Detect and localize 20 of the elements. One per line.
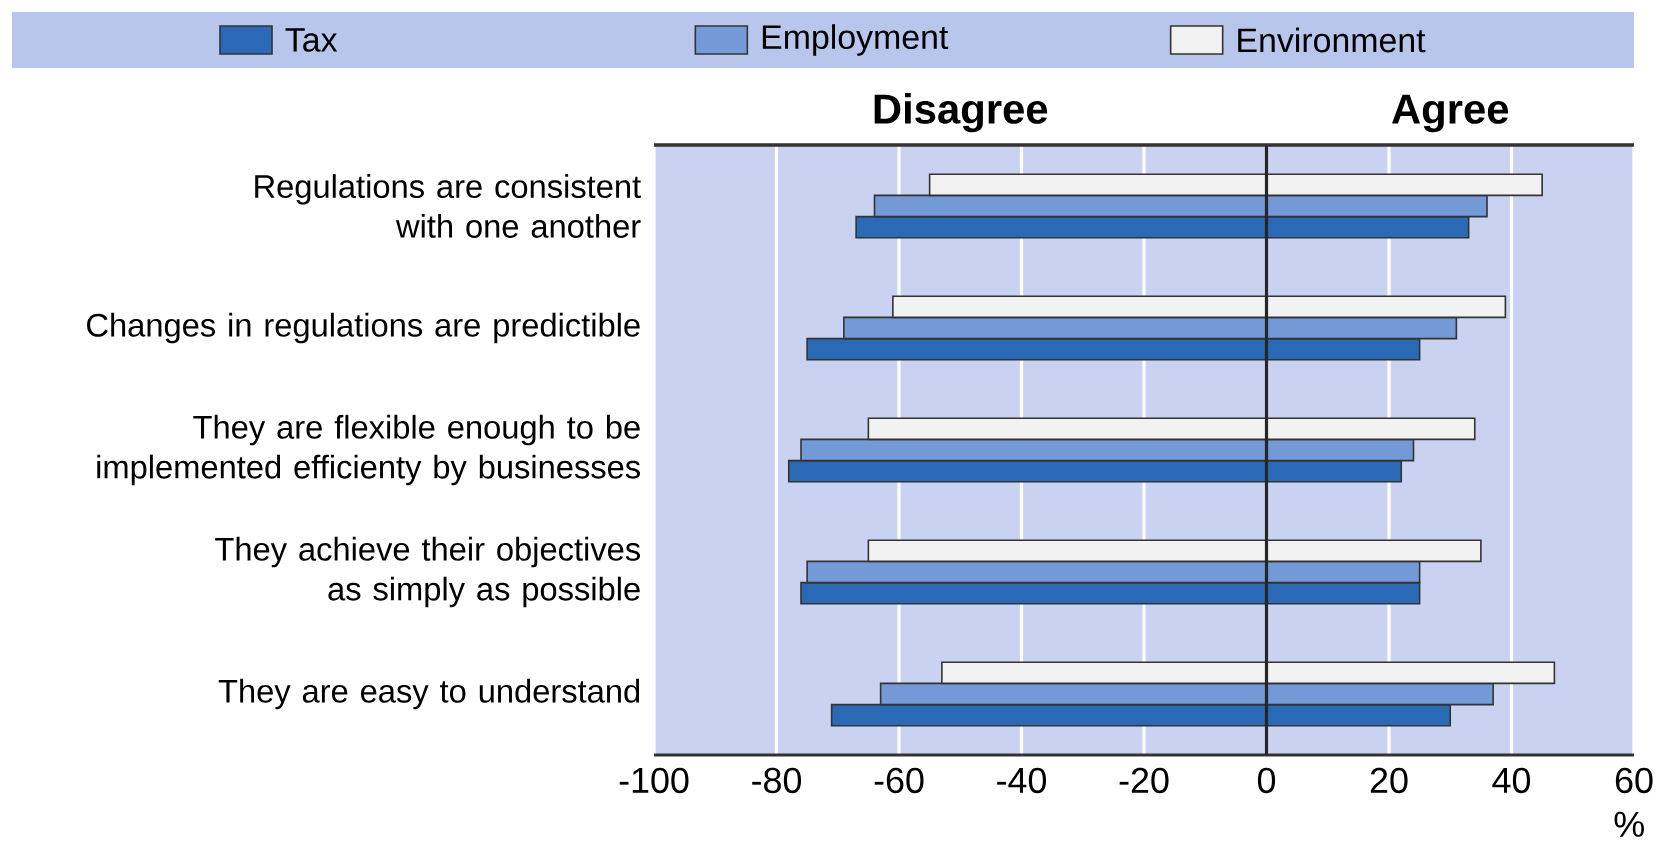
x-tick-label: -20 <box>1119 767 1169 794</box>
x-tick-label: -40 <box>997 767 1047 794</box>
text: Agree <box>1392 94 1509 133</box>
y-tick-label: They achieve their objectives as simply as possible <box>215 536 640 608</box>
x-tick-label: -80 <box>752 767 802 794</box>
y-tick-label: Changes in regulations are predictible <box>87 312 640 344</box>
legend-label: Environment <box>1238 27 1426 53</box>
x-tick-label: 40 <box>1492 767 1531 794</box>
y-tick-label: They are easy to understand <box>218 678 640 710</box>
x-tick-label: 0 <box>1257 767 1276 794</box>
x-tick-label: -60 <box>874 767 924 794</box>
x-tick-label: -100 <box>619 767 689 794</box>
y-tick-label: They are flexible enough to be implemented efficienty by businesses <box>97 414 640 486</box>
x-tick-label: 60 <box>1615 767 1653 794</box>
x-tick-label: 20 <box>1370 767 1408 794</box>
legend-label: Tax <box>285 28 338 52</box>
text: Disagree <box>874 93 1048 133</box>
legend-label: Employment <box>762 24 949 56</box>
x-axis-title: % <box>1614 811 1644 837</box>
y-tick-label: Regulations are consistent with one another <box>255 174 641 238</box>
